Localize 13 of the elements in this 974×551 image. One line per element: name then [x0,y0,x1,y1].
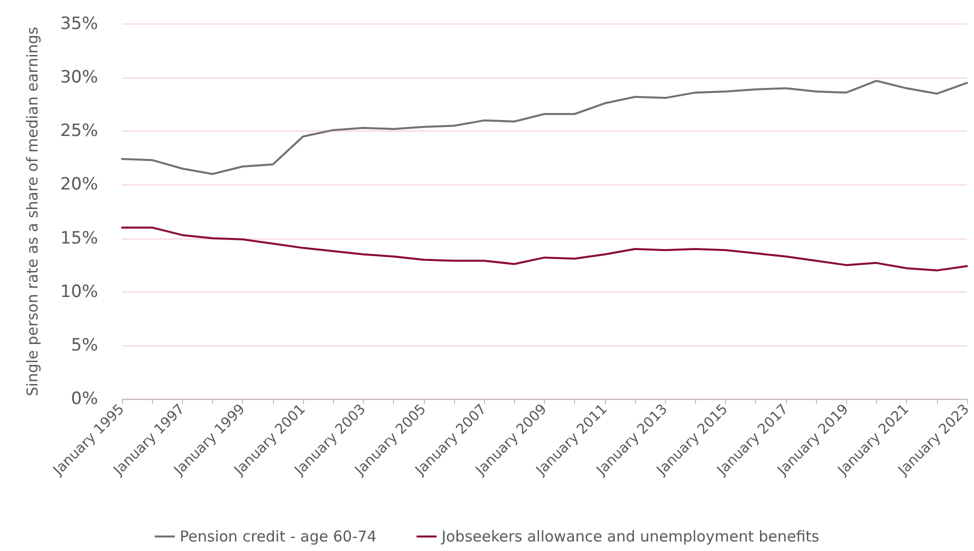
y-tick-label: 20% [60,174,98,195]
line-series [121,226,968,272]
y-tick-label: 30% [60,68,98,88]
y-tick-label: 5% [71,335,98,356]
line-series [121,80,968,175]
y-tick-label: 0% [71,389,98,409]
y-tick-label: 25% [60,121,98,142]
y-axis-title: Single person rate as a share of median earnings [24,26,42,396]
y-tick-label: 10% [60,282,98,302]
y-tick-label: 35% [60,14,98,34]
legend-label: Jobseekers allowance and unemployment benefits [440,528,820,546]
y-tick-label: 15% [60,228,98,248]
legend-label: Pension credit - age 60-74 [180,528,377,546]
